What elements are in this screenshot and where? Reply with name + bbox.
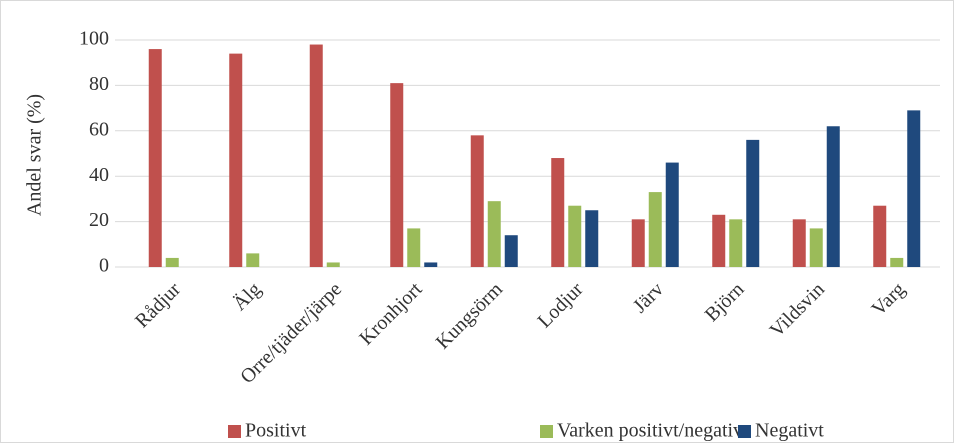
bar: [568, 205, 582, 267]
y-axis-label: Andel svar (%): [24, 94, 46, 216]
bar: [390, 83, 404, 267]
bar: [309, 44, 323, 267]
bar: [907, 110, 921, 268]
bar: [809, 228, 823, 267]
bar: [729, 219, 743, 267]
bar: [585, 210, 599, 267]
bar: [792, 219, 806, 267]
bar: [890, 257, 904, 267]
bar: [746, 139, 760, 267]
legend-swatch: [540, 425, 553, 438]
bar: [648, 192, 662, 267]
bar: [631, 219, 645, 267]
bar: [826, 126, 840, 267]
y-tick-label: 20: [89, 209, 109, 231]
bar: [407, 228, 421, 267]
legend-swatch: [228, 425, 241, 438]
legend-label: Positivt: [245, 420, 307, 442]
bar: [665, 162, 679, 267]
y-tick-label: 80: [89, 73, 109, 95]
y-tick-label: 0: [99, 255, 109, 277]
bar: [148, 49, 162, 267]
bar: [551, 158, 565, 267]
bar: [470, 135, 484, 267]
y-tick-label: 60: [89, 118, 109, 140]
bar: [487, 201, 501, 267]
bar: [873, 205, 887, 267]
y-tick-label: 40: [89, 164, 109, 186]
bar: [504, 235, 518, 267]
bar: [712, 214, 726, 267]
legend-swatch: [738, 425, 751, 438]
legend-label: Negativt: [755, 420, 824, 442]
bar: [326, 262, 340, 267]
legend-label: Varken positivt/negativt: [557, 420, 749, 442]
bar: [246, 253, 260, 267]
bar: [424, 262, 438, 267]
y-tick-label: 100: [79, 28, 109, 50]
bar: [229, 53, 243, 268]
bar: [165, 257, 179, 267]
